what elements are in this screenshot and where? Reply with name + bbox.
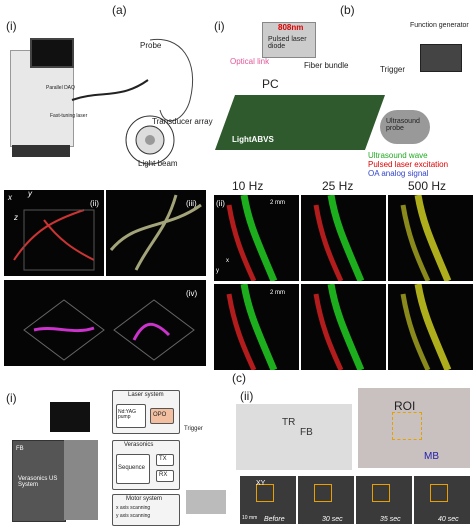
axis-label: x	[226, 258, 229, 264]
sub-label: (ii)	[216, 199, 225, 208]
label: ROI	[394, 399, 416, 413]
image	[214, 284, 299, 370]
label: x axis scanning	[116, 505, 151, 511]
roi-box	[256, 484, 274, 502]
label: Optical link	[230, 57, 270, 66]
label: Fiber bundle	[304, 61, 349, 70]
axis-label: x	[8, 193, 12, 202]
image	[106, 190, 206, 276]
legend: Ultrasound wave	[368, 151, 428, 160]
label: Pulsed laser diode	[268, 36, 307, 50]
label: Laser system	[128, 392, 164, 398]
legend: Pulsed laser excitation	[368, 160, 449, 169]
monitor	[30, 38, 74, 68]
label: TR	[282, 417, 296, 428]
roi-box	[314, 484, 332, 502]
label: FB	[300, 427, 313, 438]
scale-bar: 2 mm	[270, 200, 285, 206]
cart-base	[12, 145, 70, 157]
label: TX	[159, 456, 167, 462]
image	[301, 195, 386, 281]
label: Motor system	[126, 496, 163, 502]
diagram-box	[116, 404, 146, 428]
axis-label: y	[28, 189, 32, 198]
panel-label: (c)	[232, 371, 246, 385]
label: MB	[424, 451, 439, 462]
label: Trigger	[380, 65, 406, 74]
phantom	[186, 490, 226, 514]
sub-label: (iii)	[186, 199, 197, 208]
label: PC	[262, 77, 279, 91]
label: Verasonics US System	[18, 476, 58, 488]
roi-box	[372, 484, 390, 502]
stage	[64, 440, 98, 520]
diagram-box	[150, 408, 174, 424]
label: Sequence	[118, 465, 146, 471]
function-generator	[420, 44, 462, 72]
label: Nd:YAG pump	[118, 409, 136, 420]
panel-label: (a)	[112, 3, 127, 17]
sub-label: (i)	[6, 19, 17, 33]
axis-label: y	[216, 268, 219, 274]
label: LightABVS	[232, 135, 274, 144]
image	[4, 280, 206, 366]
diagram-box	[116, 454, 150, 484]
panel-label: (b)	[340, 3, 355, 17]
label: Function generator	[410, 22, 469, 29]
frame-label: 35 sec	[380, 516, 401, 523]
label: Transducer array	[152, 117, 213, 126]
label: XY	[256, 480, 266, 487]
label: Trigger	[184, 426, 203, 432]
axis-label: z	[14, 213, 18, 222]
photo	[236, 404, 352, 470]
us-probe	[380, 110, 430, 144]
label: Fast-tuning laser	[50, 113, 88, 119]
label: 808nm	[278, 23, 304, 32]
column-header: 10 Hz	[232, 179, 264, 193]
us-frame	[240, 476, 296, 524]
sub-label: (i)	[214, 19, 225, 33]
monitor	[50, 402, 90, 432]
sub-label: (ii)	[240, 389, 254, 403]
us-frame	[414, 476, 470, 524]
us-frame	[298, 476, 354, 524]
image	[214, 195, 299, 281]
label: Parallel DAQ	[46, 85, 75, 91]
label: Ultrasound probe	[386, 118, 420, 132]
image	[388, 284, 473, 370]
column-header: 25 Hz	[322, 179, 354, 193]
diagram-box	[156, 454, 174, 466]
roi-box	[392, 412, 422, 440]
sub-label: (ii)	[90, 199, 99, 208]
us-frame	[356, 476, 412, 524]
image	[388, 195, 473, 281]
frame-label: Before	[264, 516, 285, 523]
label: Light beam	[138, 159, 178, 168]
legend: OA analog signal	[368, 169, 429, 178]
frame-label: 30 sec	[322, 516, 343, 523]
probe-drawing	[71, 38, 194, 165]
label: y axis scanning	[116, 513, 151, 519]
column-header: 500 Hz	[408, 179, 447, 193]
scale-bar: 10 mm	[242, 515, 258, 521]
roi-box	[430, 484, 448, 502]
image	[301, 284, 386, 370]
sub-label: (i)	[6, 391, 17, 405]
label: FB	[16, 446, 24, 452]
scale-bar: 2 mm	[270, 290, 285, 296]
label: OPO	[153, 412, 167, 418]
image	[4, 190, 104, 276]
label: Probe	[140, 41, 162, 50]
diagram-box	[156, 470, 174, 482]
label: Verasonics	[124, 442, 154, 448]
sub-label: (iv)	[186, 289, 198, 298]
frame-label: 40 sec	[438, 516, 459, 523]
diagram-box	[112, 494, 180, 526]
mouse-photo	[358, 388, 470, 468]
laser-diode	[262, 22, 316, 58]
label: RX	[159, 472, 168, 478]
